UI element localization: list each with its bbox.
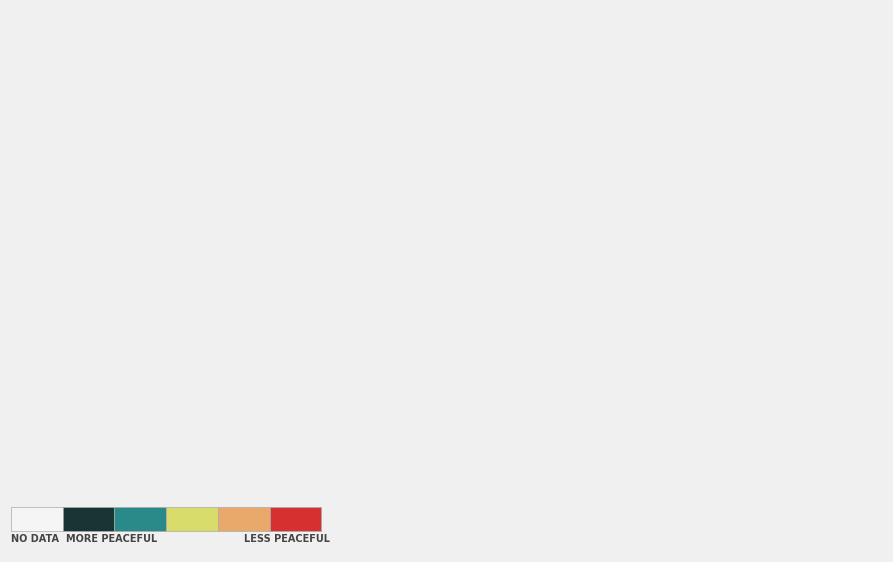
Text: LESS PEACEFUL: LESS PEACEFUL [244, 534, 330, 544]
Text: NO DATA: NO DATA [11, 534, 59, 544]
Text: MORE PEACEFUL: MORE PEACEFUL [66, 534, 157, 544]
